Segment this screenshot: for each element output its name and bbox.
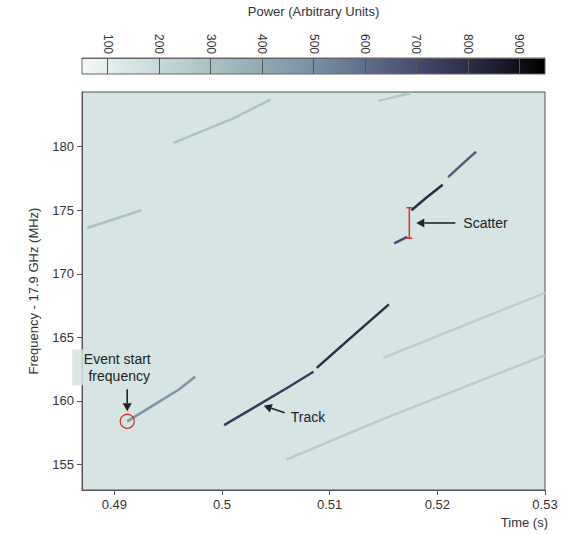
svg-text:Event start: Event start [84,351,155,367]
svg-text:Scatter: Scatter [463,215,508,231]
svg-text:180: 180 [52,139,74,154]
svg-text:165: 165 [52,330,74,345]
svg-text:Time (s): Time (s) [501,515,548,530]
svg-text:0.52: 0.52 [425,497,450,512]
svg-text:frequency: frequency [88,368,149,384]
svg-text:300: 300 [204,34,218,54]
svg-text:800: 800 [461,34,475,54]
svg-text:170: 170 [52,266,74,281]
svg-text:0.53: 0.53 [532,497,557,512]
svg-text:Frequency - 17.9 GHz (MHz): Frequency - 17.9 GHz (MHz) [26,208,41,375]
svg-text:0.5: 0.5 [213,497,231,512]
svg-text:Track: Track [291,409,326,425]
svg-text:Power (Arbitrary Units): Power (Arbitrary Units) [248,4,379,19]
svg-text:200: 200 [152,34,166,54]
svg-text:900: 900 [512,34,526,54]
svg-text:400: 400 [255,34,269,54]
svg-text:500: 500 [307,34,321,54]
svg-text:600: 600 [358,34,372,54]
svg-text:700: 700 [409,34,423,54]
svg-text:175: 175 [52,203,74,218]
svg-text:0.51: 0.51 [317,497,342,512]
svg-text:100: 100 [101,34,115,54]
svg-text:0.49: 0.49 [102,497,127,512]
svg-text:155: 155 [52,457,74,472]
svg-text:160: 160 [52,393,74,408]
